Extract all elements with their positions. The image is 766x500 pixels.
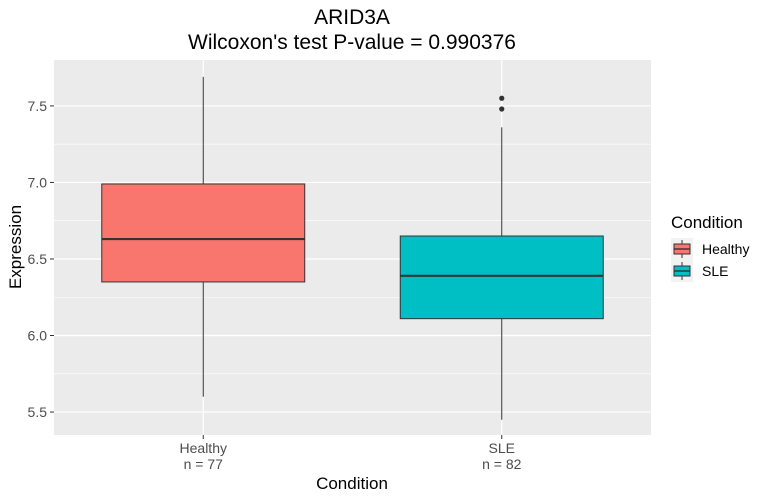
legend-title: Condition <box>671 213 743 232</box>
box <box>101 183 306 283</box>
boxplot-healthy <box>101 76 306 397</box>
legend-key-healthy <box>671 238 693 260</box>
boxplots <box>101 76 604 420</box>
box <box>399 235 604 320</box>
y-tick-label: 6.5 <box>28 251 48 267</box>
boxplot-sle <box>399 95 604 420</box>
x-tick-count-label: n = 77 <box>184 456 224 472</box>
y-tick-label: 6.0 <box>28 328 48 344</box>
x-tick-count-label: n = 82 <box>482 456 522 472</box>
legend-key-sle <box>671 260 693 282</box>
x-tick-label: SLE <box>489 440 515 456</box>
outlier-point <box>499 106 505 112</box>
legend: Condition Healthy SLE <box>671 213 749 282</box>
y-tick-label: 7.0 <box>28 174 48 190</box>
chart-subtitle: Wilcoxon's test P-value = 0.990376 <box>188 31 516 54</box>
legend-label: SLE <box>702 263 728 279</box>
y-axis-title: Expression <box>6 205 25 289</box>
x-tick-label: Healthy <box>180 440 227 456</box>
x-axis-title: Condition <box>316 474 388 493</box>
y-tick-label: 5.5 <box>28 404 48 420</box>
y-tick-label: 7.5 <box>28 98 48 114</box>
y-axis: 5.5 6.0 6.5 7.0 7.5 <box>28 98 54 420</box>
chart-title: ARID3A <box>314 6 390 29</box>
legend-label: Healthy <box>702 241 749 257</box>
outlier-point <box>499 95 505 101</box>
